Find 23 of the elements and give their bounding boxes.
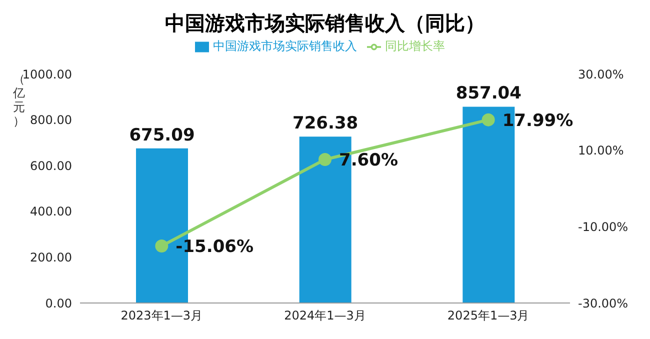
y-tick-label: 400.00 (30, 204, 72, 219)
y2-tick-label: 10.00% (578, 144, 624, 158)
y2-tick-label: -10.00% (578, 220, 628, 234)
legend-label: 中国游戏市场实际销售收入 (213, 39, 357, 53)
y-tick-label: 600.00 (30, 158, 72, 173)
x-tick-label: 2023年1—3月 (120, 308, 203, 323)
legend-label: 同比增长率 (385, 39, 445, 53)
data-label: 857.04 (456, 84, 522, 104)
x-tick-label: 2025年1—3月 (447, 308, 530, 323)
data-label: 726.38 (292, 114, 358, 134)
point (318, 152, 332, 166)
y-tick-label: 800.00 (30, 113, 72, 128)
y2-tick-label: -30.00% (578, 296, 628, 310)
y-tick-label: 1000.00 (22, 67, 72, 82)
point (482, 113, 495, 126)
chart-title: 中国游戏市场实际销售收入（同比） (164, 10, 486, 37)
y-tick-label: 0.00 (45, 296, 72, 310)
y2-tick-label: 30.00% (578, 67, 624, 82)
y-axis-title: （亿元） (12, 72, 25, 128)
point (155, 239, 168, 252)
data-label: 675.09 (129, 125, 195, 146)
y-tick-label: 200.00 (30, 250, 72, 264)
x-tick-label: 2024年1—3月 (284, 308, 366, 323)
